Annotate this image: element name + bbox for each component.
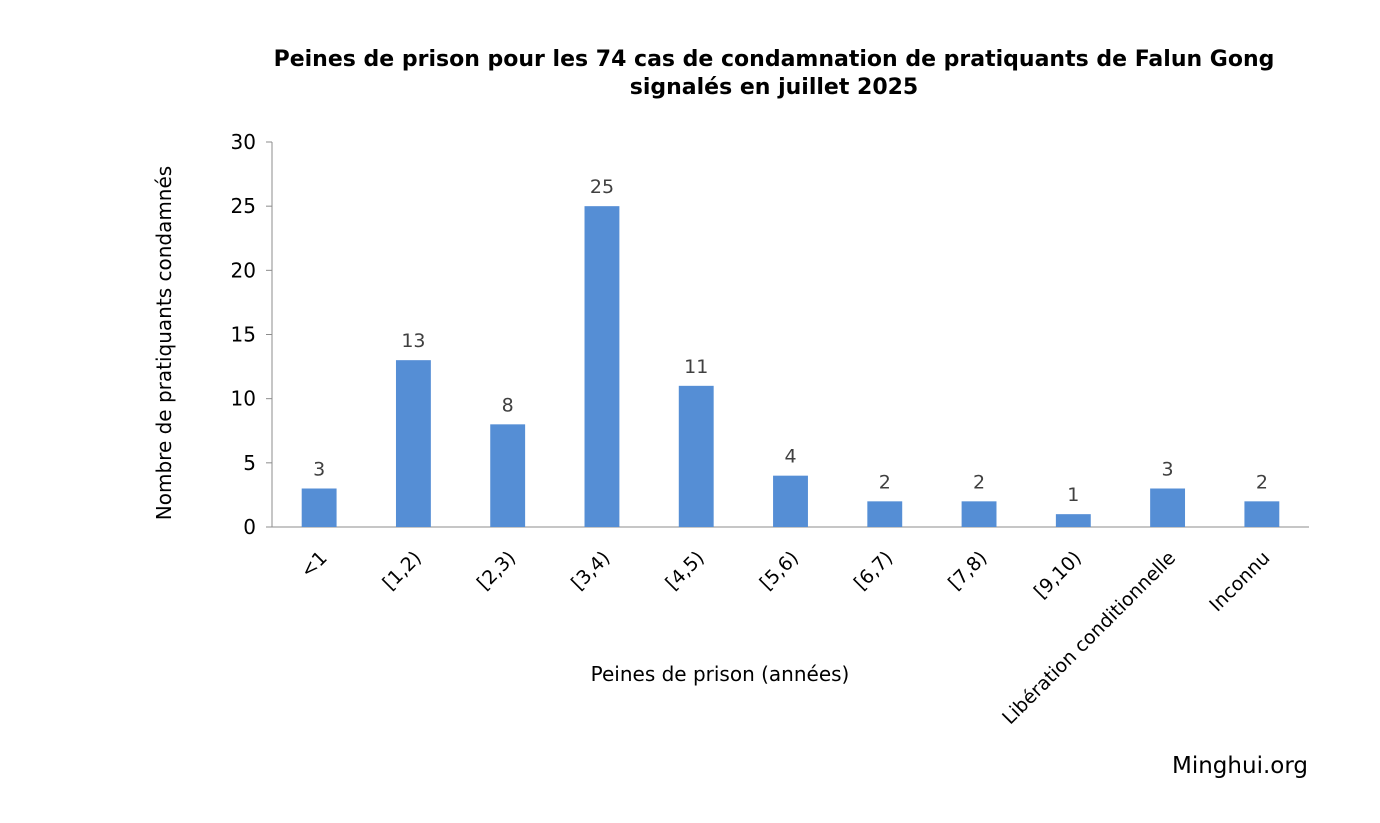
x-tick-label: Libération conditionnelle	[998, 547, 1180, 729]
x-tick-label: [4,5)	[661, 547, 708, 594]
x-tick-label: Inconnu	[1205, 547, 1274, 616]
x-tick-label: [6,7)	[850, 547, 897, 594]
bar	[1150, 488, 1186, 527]
data-label: 8	[502, 394, 514, 416]
x-tick-label: [3,4)	[567, 547, 614, 594]
chart-title-line-1: Peines de prison pour les 74 cas de cond…	[274, 47, 1275, 72]
x-tick-label: [7,8)	[944, 547, 991, 594]
data-label: 2	[879, 471, 891, 493]
x-tick-label: [1,2)	[379, 547, 426, 594]
y-axis: 0 5 10 15 20 25 30	[231, 130, 273, 539]
bar	[678, 385, 714, 527]
data-label: 3	[313, 459, 325, 481]
bar	[490, 424, 526, 527]
data-label: 3	[1162, 459, 1174, 481]
x-tick-label: [5,6)	[756, 547, 803, 594]
y-tick-label: 10	[231, 387, 256, 411]
data-label: 2	[1256, 471, 1268, 493]
bar	[1244, 501, 1280, 527]
bars	[301, 206, 1280, 527]
y-tick-label: 5	[243, 451, 256, 475]
bar	[301, 488, 337, 527]
x-tick-labels: <1 [1,2) [2,3) [3,4) [4,5) [5,6) [6,7) [7,8) [9,…	[296, 547, 1274, 729]
x-tick-label: [9,10)	[1030, 547, 1086, 603]
y-tick-label: 20	[231, 258, 256, 282]
data-label: 13	[401, 330, 425, 352]
bar	[773, 475, 808, 527]
bar	[1055, 514, 1091, 527]
y-tick-label: 0	[243, 515, 256, 539]
data-label: 4	[784, 446, 796, 468]
data-label: 25	[590, 176, 614, 198]
bar	[867, 501, 903, 527]
chart-title-line-2: signalés en juillet 2025	[630, 75, 919, 100]
data-label: 11	[684, 356, 708, 378]
x-axis-title: Peines de prison (années)	[591, 662, 850, 686]
x-tick-label: [2,3)	[473, 547, 520, 594]
y-tick-label: 30	[231, 130, 256, 154]
bar	[584, 206, 620, 527]
source-label: Minghui.org	[1172, 753, 1308, 779]
y-tick-label: 15	[231, 323, 256, 347]
x-tick-label: <1	[296, 547, 331, 582]
bar	[395, 360, 431, 527]
y-axis-title: Nombre de pratiquants condamnés	[152, 166, 176, 520]
y-tick-label: 25	[231, 194, 256, 218]
bar	[961, 501, 997, 527]
data-label: 1	[1067, 484, 1079, 506]
data-label: 2	[973, 471, 985, 493]
